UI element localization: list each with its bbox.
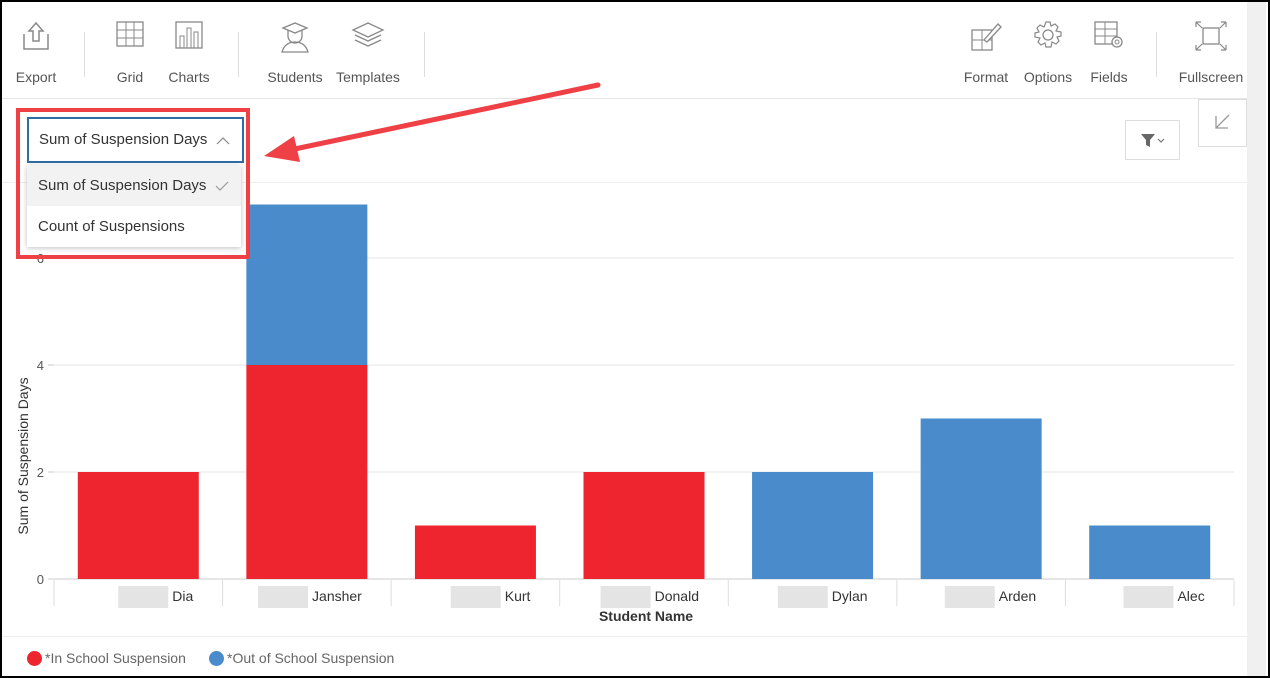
x-tick-label: Jansher [312, 588, 362, 604]
bar-segment[interactable] [77, 472, 199, 579]
bar-segment[interactable] [414, 525, 536, 580]
grid-label: Grid [116, 69, 144, 85]
divider [2, 182, 1247, 183]
layers-icon [351, 22, 385, 47]
legend: *In School Suspension *Out of School Sus… [2, 636, 1247, 677]
chevron-up-icon [216, 137, 230, 145]
templates-label: Templates [336, 69, 400, 85]
legend-label: *Out of School Suspension [227, 650, 395, 666]
bar-segment[interactable] [246, 365, 368, 579]
measure-option-count[interactable]: Count of Suspensions [27, 206, 241, 247]
format-button[interactable]: Format [960, 2, 1012, 98]
filter-icon [1141, 134, 1165, 147]
y-tick-label: 2 [37, 465, 44, 480]
x-labels: Dia Jansher Kurt Donald Dylan Arden Alec [53, 580, 1235, 608]
export-button[interactable]: Export [8, 2, 64, 98]
separator [424, 32, 425, 77]
x-tick-label: Dylan [832, 588, 868, 604]
options-button[interactable]: Options [1018, 2, 1078, 98]
redacted-block [1123, 586, 1174, 608]
options-label: Options [1023, 69, 1073, 85]
measure-dropdown-menu: Sum of Suspension Days Count of Suspensi… [27, 165, 241, 247]
fullscreen-label: Fullscreen [1178, 69, 1244, 85]
bars [77, 204, 1211, 580]
redacted-block [118, 586, 169, 608]
templates-button[interactable]: Templates [332, 2, 404, 98]
scrollbar[interactable] [1247, 2, 1266, 676]
redacted-block [258, 586, 309, 608]
redacted-block [777, 586, 828, 608]
separator [84, 32, 85, 77]
legend-label: *In School Suspension [45, 650, 186, 666]
separator [238, 32, 239, 77]
measure-option-sum[interactable]: Sum of Suspension Days [27, 165, 241, 206]
fields-icon [1094, 21, 1123, 48]
bar-segment[interactable] [583, 472, 705, 579]
x-tick-label: Donald [655, 588, 699, 604]
legend-item-out-of-school[interactable]: *Out of School Suspension [209, 650, 394, 666]
format-icon [971, 23, 1002, 51]
legend-dot [27, 651, 42, 666]
collapse-button[interactable] [1198, 99, 1247, 147]
fields-label: Fields [1090, 69, 1128, 85]
redacted-block [600, 586, 651, 608]
measure-option-label: Sum of Suspension Days [38, 177, 207, 194]
charts-button[interactable]: Charts [164, 2, 214, 98]
fields-button[interactable]: Fields [1084, 2, 1134, 98]
redacted-block [450, 586, 501, 608]
x-tick-label: Alec [1177, 588, 1204, 604]
x-tick-label: Arden [999, 588, 1036, 604]
students-button[interactable]: Students [262, 2, 328, 98]
export-icon [23, 21, 49, 50]
x-axis-title: Student Name [599, 608, 693, 624]
bar-segment[interactable] [920, 418, 1042, 580]
measure-dropdown-value: Sum of Suspension Days [39, 131, 208, 148]
x-tick-label: Kurt [505, 588, 531, 604]
legend-item-in-school[interactable]: *In School Suspension [27, 650, 186, 666]
legend-dot [209, 651, 224, 666]
highlight-box [16, 108, 250, 259]
charts-label: Charts [168, 69, 210, 85]
bar-segment[interactable] [246, 204, 368, 366]
collapse-icon [1215, 114, 1230, 129]
charts-icon [175, 21, 203, 49]
bar-segment[interactable] [1089, 525, 1211, 580]
y-tick-label: 4 [37, 358, 44, 373]
grid-icon [116, 21, 144, 47]
redacted-block [944, 586, 995, 608]
format-label: Format [963, 69, 1009, 85]
check-icon [215, 181, 229, 191]
bar-segment[interactable] [752, 472, 874, 579]
measure-option-label: Count of Suspensions [38, 218, 185, 235]
students-label: Students [267, 69, 323, 85]
export-label: Export [15, 69, 57, 85]
student-icon [281, 22, 309, 53]
fullscreen-icon [1195, 21, 1227, 51]
filter-button[interactable] [1125, 120, 1180, 160]
grid-button[interactable]: Grid [108, 2, 152, 98]
x-tick-label: Dia [172, 588, 193, 604]
separator [1156, 32, 1157, 77]
fullscreen-button[interactable]: Fullscreen [1175, 2, 1247, 98]
y-tick-label: 0 [37, 572, 44, 587]
toolbar: Export Grid Charts Students [2, 2, 1247, 99]
y-axis-title: Sum of Suspension Days [15, 377, 31, 534]
measure-dropdown[interactable]: Sum of Suspension Days [27, 117, 244, 163]
gear-icon [1034, 21, 1062, 48]
